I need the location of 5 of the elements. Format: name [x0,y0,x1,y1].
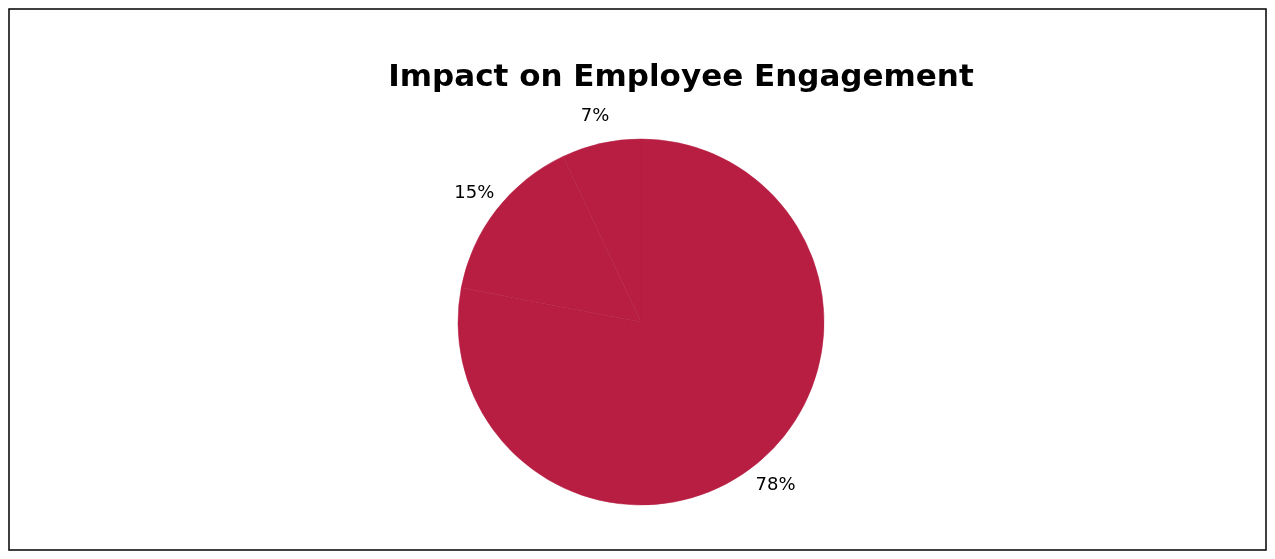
data-label: 78% [755,472,796,494]
data-label: 7% [580,104,610,126]
pie-slice [458,138,825,506]
chart-title: Impact on Employee Engagement [388,57,974,93]
data-label: 15% [454,180,495,202]
